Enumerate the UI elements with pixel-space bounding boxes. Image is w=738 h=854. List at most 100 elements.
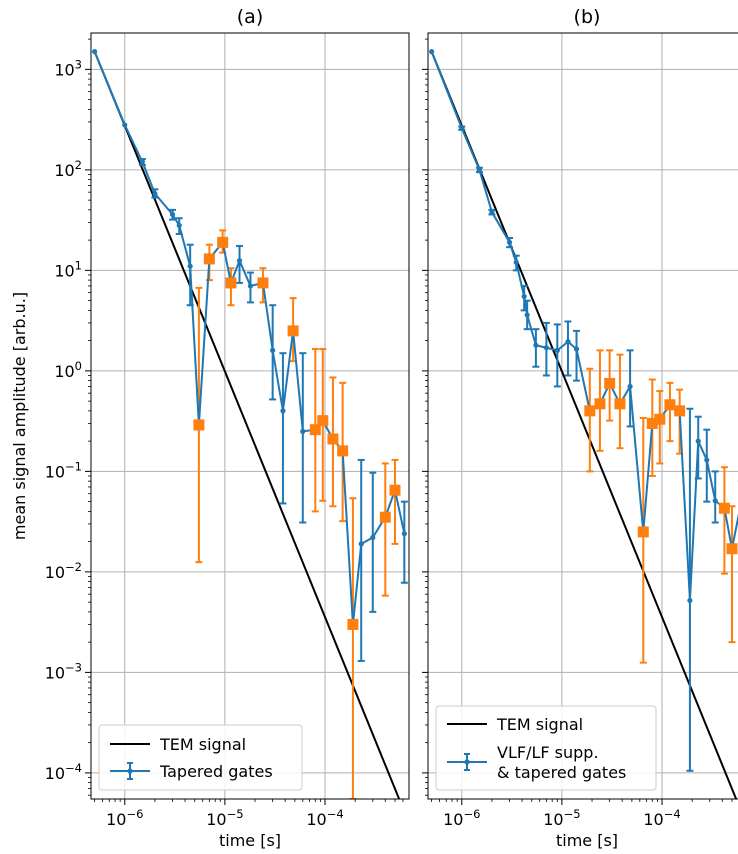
x-tick-label: 10−5 (543, 807, 580, 829)
data-point (524, 312, 530, 318)
panel-a-series (92, 49, 408, 799)
panel-b-series (429, 49, 738, 772)
data-point (459, 125, 465, 131)
highlighted-gate-marker (317, 415, 329, 427)
highlighted-gate-marker (193, 419, 205, 431)
panel-a-legend-box (98, 724, 303, 791)
panel-a-tem-signal-line (93, 51, 401, 799)
data-point (358, 541, 364, 547)
data-point (506, 239, 513, 245)
data-point (370, 534, 376, 541)
highlighted-gate-marker (309, 424, 321, 436)
highlighted-gate-marker (287, 325, 299, 337)
data-point (280, 408, 286, 414)
data-point (695, 438, 701, 444)
panel-a-legend-series-label: Tapered gates (159, 762, 273, 781)
data-point (152, 191, 158, 197)
data-point (270, 347, 276, 353)
series-line (430, 51, 738, 602)
data-point (187, 263, 193, 269)
data-point (627, 383, 633, 390)
x-tick-label: 10−6 (443, 807, 480, 829)
highlighted-gate-marker (225, 277, 237, 289)
panel-b-tem-signal-line (430, 51, 738, 799)
highlighted-gate-marker (217, 236, 229, 248)
panel-b-legend-tem-label: TEM signal (496, 715, 583, 734)
panel-b-title: (b) (574, 6, 601, 28)
highlighted-gate-marker (379, 511, 391, 523)
highlighted-gate-marker (594, 398, 606, 410)
panel-b-legend: TEM signal VLF/LF supp. & tapered gates (435, 705, 657, 791)
x-tick-label: 10−5 (206, 807, 243, 829)
panel-b-legend-series-label: VLF/LF supp. & tapered gates (497, 743, 626, 782)
data-point (236, 258, 243, 264)
highlighted-gate-marker (203, 253, 215, 265)
y-tick-label: 10−2 (45, 560, 82, 582)
panel-a-legend-series-swatch (110, 762, 150, 780)
panel-a-legend: TEM signal Tapered gates (98, 724, 303, 791)
highlighted-gate-marker (726, 543, 738, 555)
panel-b-legend-box (435, 705, 657, 791)
data-point (401, 531, 407, 537)
panel-b-frame (427, 32, 738, 800)
y-tick-label: 10−1 (45, 459, 82, 481)
highlighted-gate-marker (637, 526, 649, 538)
panel-b-ticks: 10−6 10−5 10−4 (422, 38, 733, 829)
tem-signal-line (430, 51, 738, 799)
data-point (712, 498, 718, 504)
data-point (247, 283, 254, 289)
panel-a-title: (a) (237, 6, 263, 28)
data-point (122, 122, 128, 128)
data-point (554, 347, 560, 353)
data-point (687, 597, 693, 604)
x-tick-label: 10−4 (306, 807, 343, 829)
series-line (93, 51, 406, 626)
data-point (429, 49, 435, 55)
panel-b-legend-series-swatch (447, 753, 487, 771)
x-tick-label: 10−6 (106, 807, 143, 829)
highlighted-gate-marker (664, 399, 676, 411)
panel-b-x-axis-label: time [s] (556, 831, 618, 850)
y-tick-label: 100 (54, 359, 82, 381)
y-tick-label: 10−4 (45, 761, 82, 783)
y-tick-label: 101 (54, 258, 82, 280)
panel-a-legend-tem-label: TEM signal (159, 735, 246, 754)
data-point (565, 339, 571, 345)
y-tick-label: 102 (54, 158, 82, 180)
highlighted-gate-marker (257, 277, 269, 289)
panel-b: (b) 10−6 10−5 10−4 time [s] TEM signal VLF… (422, 6, 738, 850)
data-point (513, 259, 519, 266)
data-point (300, 428, 306, 434)
highlighted-gate-marker (674, 405, 686, 417)
highlighted-gate-marker (327, 433, 339, 445)
highlighted-gate-marker (584, 405, 596, 417)
highlighted-gate-marker (389, 484, 401, 496)
highlighted-gate-marker (604, 377, 616, 389)
panel-a-ticks: 10−6 10−5 10−4 10−4 10−3 10−2 10−1 100 101 102 103 (45, 38, 404, 829)
data-point (169, 211, 176, 218)
data-point (521, 293, 527, 300)
y-axis-label: mean signal amplitude [arb.u.] (10, 292, 29, 540)
y-tick-label: 103 (54, 57, 82, 79)
x-tick-label: 10−4 (643, 807, 680, 829)
data-point (543, 345, 549, 351)
data-point (176, 222, 182, 229)
highlighted-gate-marker (654, 413, 666, 425)
highlighted-gate-marker (646, 417, 658, 429)
data-point (476, 167, 482, 173)
panel-a-x-axis-label: time [s] (219, 831, 281, 850)
highlighted-gate-marker (614, 398, 626, 410)
data-point (704, 457, 710, 463)
data-point (489, 209, 495, 215)
panel-a-grid (91, 33, 409, 799)
data-point (139, 159, 145, 165)
data-point (573, 346, 580, 352)
tem-signal-line (93, 51, 401, 799)
panel-b-grid (428, 33, 738, 799)
highlighted-gate-marker (337, 445, 349, 457)
highlighted-gate-marker (718, 502, 730, 514)
y-tick-label: 10−3 (45, 660, 82, 682)
highlighted-gate-marker (347, 618, 359, 630)
panel-a-frame (90, 32, 410, 800)
